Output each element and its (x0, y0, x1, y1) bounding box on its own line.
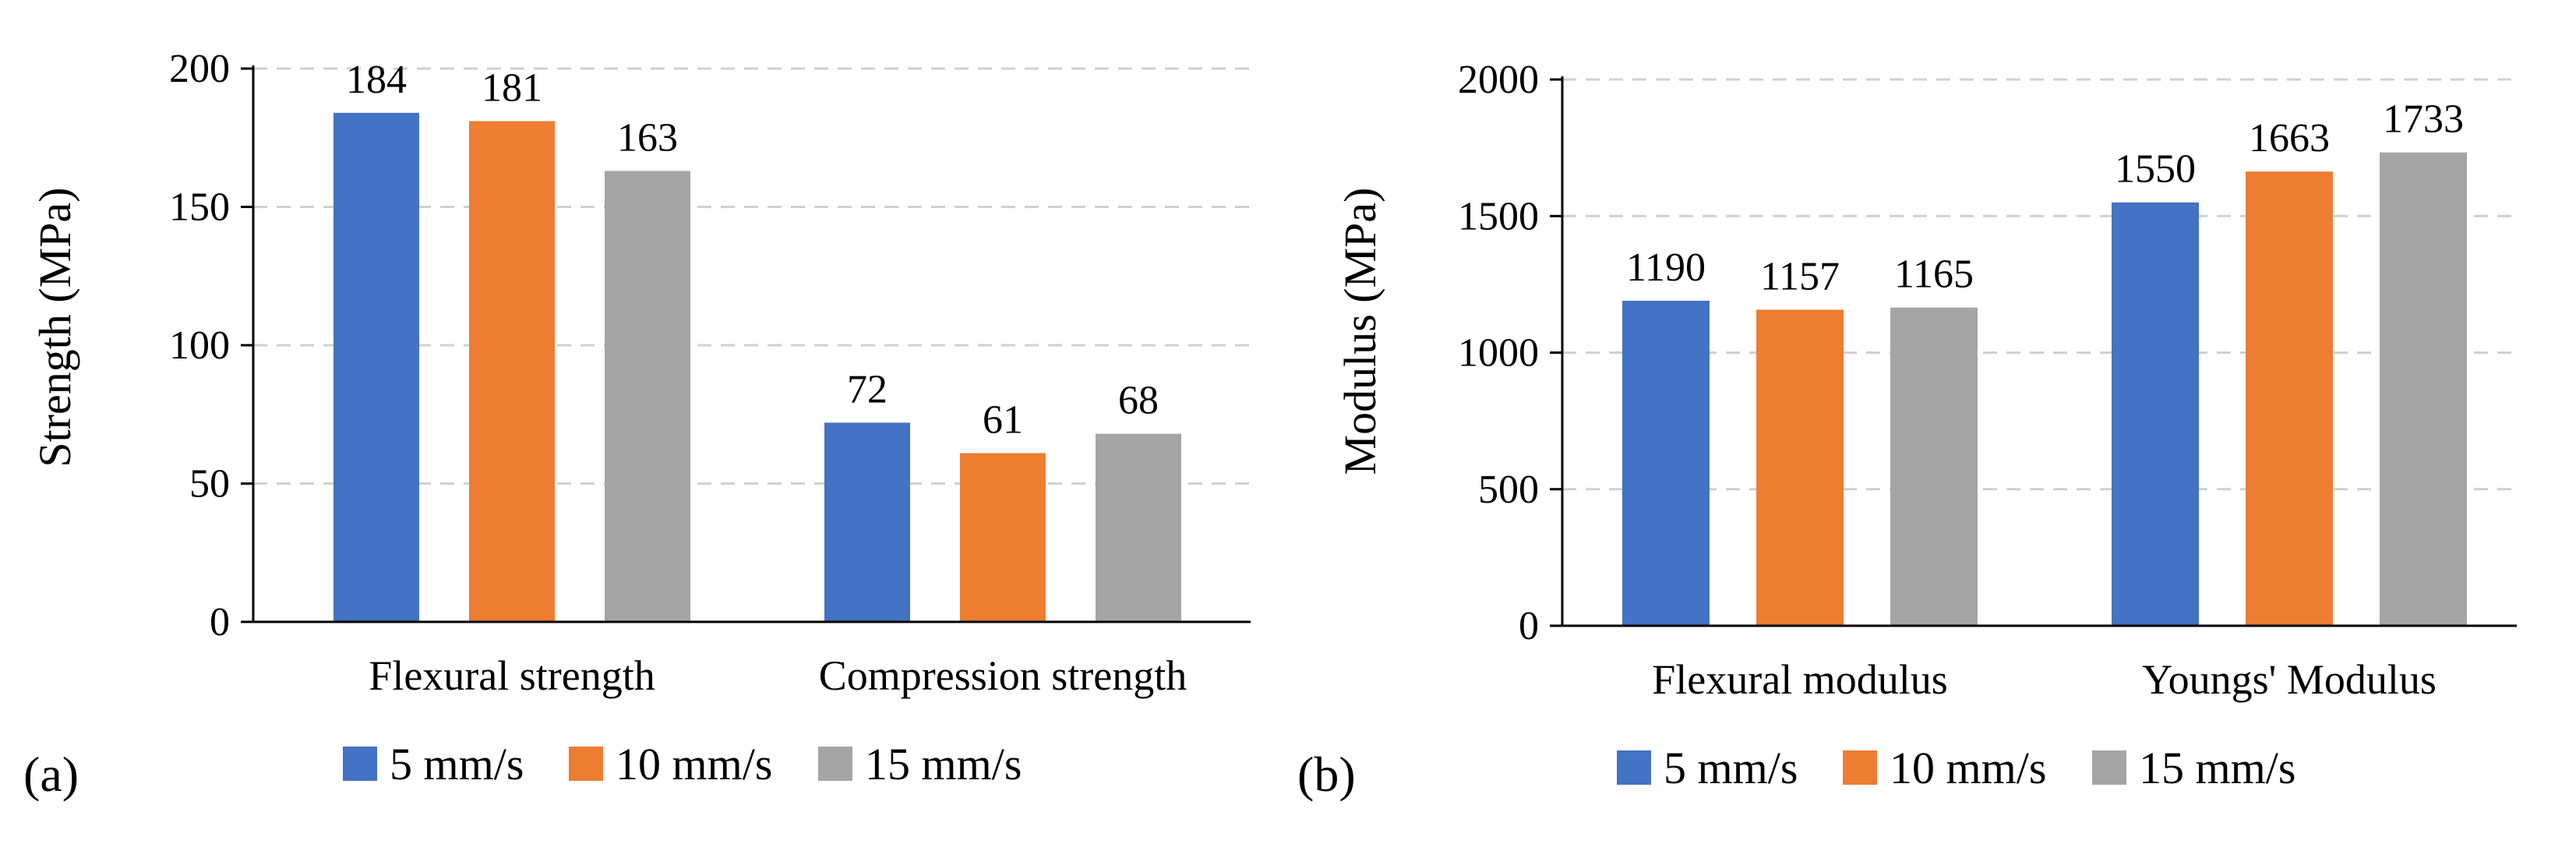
y-tick-label: 0 (1519, 604, 1539, 648)
y-tick-label: 1000 (1458, 331, 1539, 376)
bar (2112, 202, 2199, 627)
bar (2246, 171, 2333, 626)
legend-label: 15 mm/s (2139, 743, 2295, 793)
data-label: 1190 (1626, 245, 1706, 290)
y-tick-label: 1500 (1458, 194, 1539, 238)
y-tick-label: 150 (169, 185, 230, 230)
bar (1622, 300, 1710, 626)
bar (2380, 152, 2467, 626)
legend-swatch (2092, 750, 2126, 785)
bar (824, 422, 910, 622)
y-tick-label: 2000 (1458, 58, 1539, 102)
legend-swatch (818, 747, 852, 781)
y-tick-label: 200 (169, 47, 230, 91)
chart-modulus: 0 500 1000 1500 2000 1190 1157 1165 Flexural mo… (1297, 58, 2517, 802)
data-label: 1663 (2249, 116, 2330, 161)
legend-b: 5 mm/s 10 mm/s 15 mm/s (1617, 743, 2295, 793)
y-axis-title-modulus: Modulus (MPa) (1335, 188, 1385, 475)
legend-swatch (569, 747, 603, 781)
bar (1756, 309, 1844, 626)
legend-label: 15 mm/s (865, 739, 1022, 789)
y-axis-title-strength: Strength (MPa) (30, 187, 80, 467)
legend-swatch (1617, 750, 1651, 785)
data-label: 181 (482, 65, 542, 110)
data-label: 1550 (2115, 147, 2196, 192)
bar (469, 121, 555, 622)
bar (605, 171, 690, 623)
legend-label: 10 mm/s (616, 739, 772, 789)
bar (1890, 307, 1978, 626)
x-category-label: Youngs' Modulus (2142, 656, 2437, 703)
legend-label: 10 mm/s (1890, 743, 2046, 793)
bar (960, 453, 1046, 622)
panel-label-b: (b) (1297, 747, 1356, 802)
legend-swatch (1843, 750, 1877, 785)
x-category-label: Flexural modulus (1652, 656, 1947, 703)
data-label: 61 (983, 397, 1023, 442)
data-label: 1165 (1894, 252, 1974, 297)
y-tick-label: 100 (169, 323, 230, 368)
data-label: 163 (617, 115, 678, 160)
legend-label: 5 mm/s (390, 739, 524, 789)
bar (333, 112, 419, 623)
legend-label: 5 mm/s (1664, 743, 1798, 793)
legend-swatch (343, 747, 377, 781)
bar (1096, 433, 1181, 622)
data-label: 68 (1118, 379, 1159, 423)
data-label: 1733 (2383, 97, 2464, 142)
y-tick-label: 50 (189, 462, 230, 507)
chart-strength: 0 50 100 150 200 184 181 163 Flexural strength 7… (23, 47, 1251, 802)
data-label: 1157 (1760, 254, 1840, 298)
data-label: 72 (847, 367, 887, 411)
x-category-label: Compression strength (819, 652, 1187, 699)
panel-label-a: (a) (23, 747, 79, 802)
legend-a: 5 mm/s 10 mm/s 15 mm/s (343, 739, 1022, 789)
y-tick-label: 500 (1478, 468, 1539, 512)
x-category-label: Flexural strength (369, 652, 655, 699)
data-label: 184 (346, 58, 407, 102)
y-tick-label: 0 (210, 600, 230, 644)
